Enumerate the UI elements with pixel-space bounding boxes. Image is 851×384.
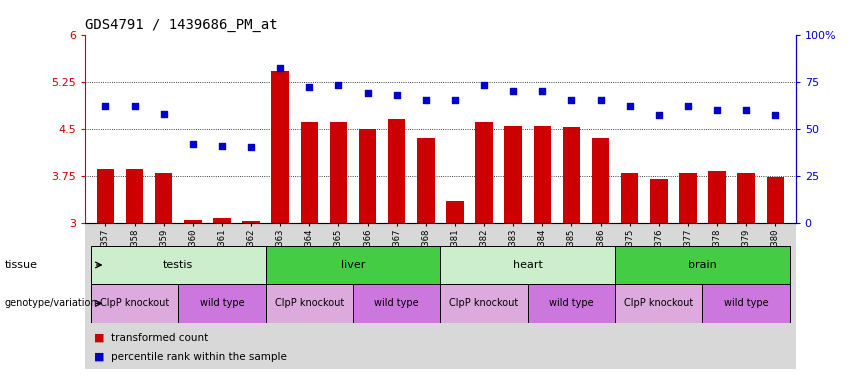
Bar — [329, 122, 347, 223]
Bar — [505, 126, 522, 223]
Text: GDS4791 / 1439686_PM_at: GDS4791 / 1439686_PM_at — [85, 18, 277, 32]
Bar — [708, 171, 726, 223]
Bar — [155, 172, 173, 223]
Bar — [441, 284, 528, 323]
Text: genotype/variation: genotype/variation — [4, 298, 97, 308]
Text: ClpP knockout: ClpP knockout — [275, 298, 344, 308]
Bar — [650, 179, 667, 223]
Point — [361, 90, 374, 96]
Text: ClpP knockout: ClpP knockout — [624, 298, 694, 308]
Bar — [702, 284, 790, 323]
Bar — [534, 126, 551, 223]
Bar — [388, 119, 405, 223]
Bar — [179, 284, 266, 323]
Point — [273, 65, 287, 71]
Point — [215, 142, 229, 149]
Bar — [353, 284, 441, 323]
Point — [564, 98, 578, 104]
Point — [652, 113, 665, 119]
Point — [332, 82, 346, 88]
Bar — [300, 122, 318, 223]
Text: heart: heart — [513, 260, 543, 270]
Point — [535, 88, 549, 94]
Point — [768, 113, 782, 119]
Bar — [621, 172, 638, 223]
Text: transformed count: transformed count — [111, 333, 208, 343]
Point — [740, 107, 753, 113]
Bar — [243, 222, 260, 223]
Bar — [214, 218, 231, 223]
Bar — [615, 284, 702, 323]
Bar — [738, 172, 755, 223]
Text: tissue: tissue — [4, 260, 37, 270]
Text: ClpP knockout: ClpP knockout — [449, 298, 519, 308]
Point — [477, 82, 491, 88]
Point — [623, 103, 637, 109]
Bar — [126, 169, 143, 223]
Point — [99, 103, 112, 109]
Bar — [563, 127, 580, 223]
Point — [128, 103, 141, 109]
Text: wild type: wild type — [200, 298, 244, 308]
Bar — [476, 122, 493, 223]
Point — [303, 84, 317, 90]
Point — [390, 92, 403, 98]
Point — [186, 141, 200, 147]
Bar — [679, 172, 697, 223]
Point — [157, 111, 170, 117]
Bar — [97, 169, 114, 223]
Bar — [441, 246, 615, 284]
Text: wild type: wild type — [549, 298, 594, 308]
Text: brain: brain — [688, 260, 717, 270]
Point — [448, 98, 462, 104]
Text: ■: ■ — [94, 352, 104, 362]
Bar — [266, 246, 441, 284]
Bar — [591, 138, 609, 223]
Point — [681, 103, 694, 109]
Point — [419, 98, 432, 104]
Bar — [91, 284, 179, 323]
Point — [506, 88, 520, 94]
Bar — [91, 246, 266, 284]
Point — [594, 98, 608, 104]
Bar — [271, 71, 289, 223]
Bar — [184, 220, 202, 223]
Bar — [528, 284, 615, 323]
Text: ■: ■ — [94, 333, 104, 343]
Bar — [359, 129, 376, 223]
Bar — [266, 284, 353, 323]
Bar — [615, 246, 790, 284]
Text: ClpP knockout: ClpP knockout — [100, 298, 169, 308]
Bar — [417, 138, 435, 223]
Bar — [767, 177, 784, 223]
Point — [244, 144, 258, 151]
Text: percentile rank within the sample: percentile rank within the sample — [111, 352, 287, 362]
Bar — [446, 201, 464, 223]
Text: wild type: wild type — [374, 298, 419, 308]
Text: liver: liver — [341, 260, 365, 270]
Text: testis: testis — [163, 260, 193, 270]
Text: wild type: wild type — [724, 298, 768, 308]
Point — [711, 107, 724, 113]
